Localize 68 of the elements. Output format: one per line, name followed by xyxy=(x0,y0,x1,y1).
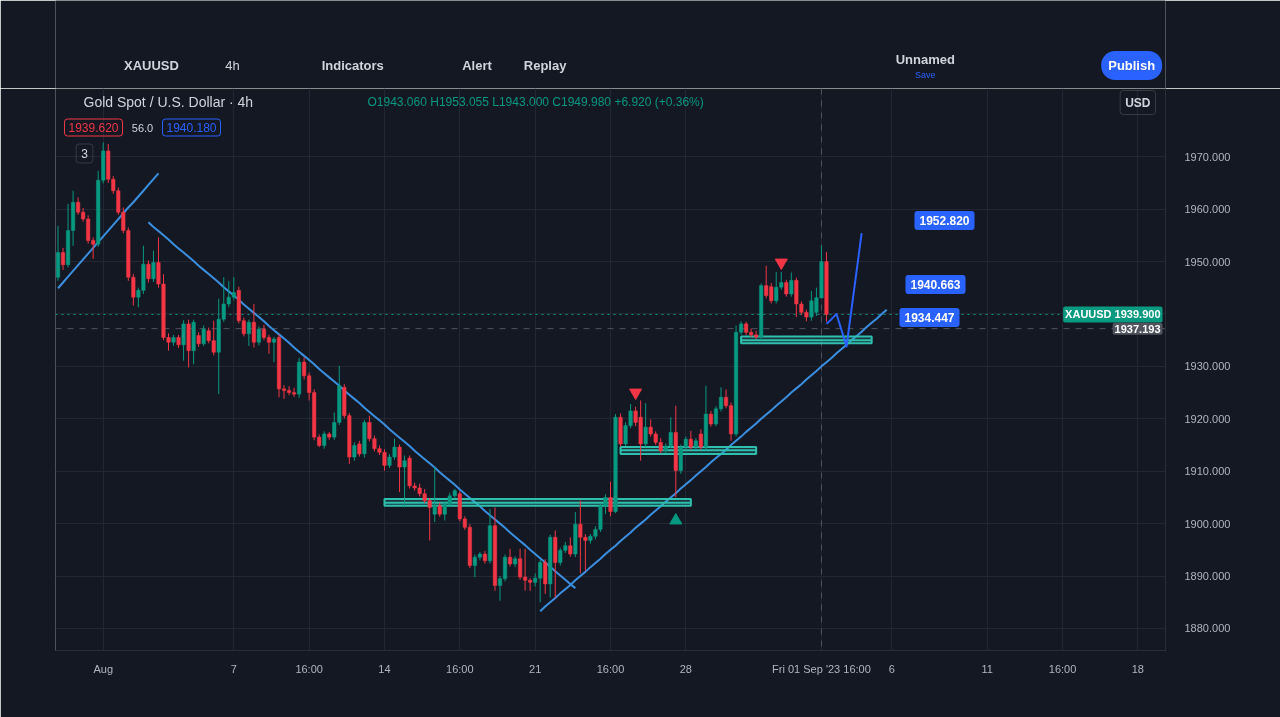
candlestick xyxy=(508,548,513,568)
annotation: 1952.820 xyxy=(919,214,970,228)
annotation: USD xyxy=(1125,95,1151,110)
candlestick xyxy=(151,249,156,283)
candlestick xyxy=(608,481,613,517)
x-tick-label: 7 xyxy=(230,662,237,675)
x-tick-label: 6 xyxy=(888,662,895,675)
annotation: 3 xyxy=(81,147,89,161)
x-tick-label: 11 xyxy=(981,662,993,675)
x-tick-label: 18 xyxy=(1131,662,1145,675)
text: O1943.060 H1953.055 L1943.000 C1949.980 +6.920 (+0.36%) xyxy=(367,94,704,109)
candlestick xyxy=(251,303,256,348)
x-tick-label: 16:00 xyxy=(1048,662,1077,675)
candlestick xyxy=(543,558,548,595)
candlestick xyxy=(402,454,407,508)
y-tick-label: 1900.000 xyxy=(1184,517,1231,530)
candlestick xyxy=(432,466,437,523)
annotation: 1940.663 xyxy=(910,278,961,292)
ref-line-label: 1937.193 xyxy=(1114,322,1161,335)
text: Alert xyxy=(462,58,493,73)
y-tick-label: 1930.000 xyxy=(1184,360,1231,373)
candlestick xyxy=(146,259,151,283)
candlestick xyxy=(397,443,402,493)
text: 4h xyxy=(225,58,240,73)
point xyxy=(629,388,643,400)
line-series xyxy=(147,221,577,590)
text: Replay xyxy=(523,58,568,73)
x-tick-label: Aug xyxy=(93,662,114,675)
candlestick xyxy=(246,319,251,347)
annotation: 1940.180 xyxy=(166,121,217,135)
candlestick xyxy=(688,430,693,451)
y-tick-label: 1960.000 xyxy=(1184,203,1231,216)
annotation: 1939.620 xyxy=(68,121,119,135)
candlestick xyxy=(568,536,573,558)
candlestick xyxy=(643,402,648,448)
text: Indicators xyxy=(321,58,384,73)
x-tick-label: 16:00 xyxy=(596,662,625,675)
y-tick-label: 1890.000 xyxy=(1184,570,1231,583)
annotation: 1934.447 xyxy=(904,311,955,325)
point xyxy=(669,513,683,525)
y-tick-label: 1970.000 xyxy=(1184,150,1231,163)
y-tick-label: 1950.000 xyxy=(1184,255,1231,268)
candlestick xyxy=(61,247,66,271)
y-tick-label: 1880.000 xyxy=(1184,622,1231,635)
candlestick xyxy=(352,441,357,462)
x-tick-label: 16:00 xyxy=(446,662,474,675)
x-tick-label: 21 xyxy=(529,662,542,675)
text: XAUUSD xyxy=(124,58,179,73)
x-tick-label: 16:00 xyxy=(295,662,323,675)
point xyxy=(774,258,788,270)
x-tick-label: 14 xyxy=(378,662,391,675)
candlestick xyxy=(271,336,276,363)
candlestick xyxy=(698,428,703,451)
candlestick xyxy=(201,324,206,347)
text: Unnamed xyxy=(895,52,955,67)
candlestick xyxy=(256,326,261,346)
y-tick-label: 1920.000 xyxy=(1184,412,1231,425)
line-series xyxy=(825,232,863,348)
x-tick-label: Fri 01 Sep '23 16:00 xyxy=(772,662,871,675)
chart-title: Gold Spot / U.S. Dollar · 4h xyxy=(83,93,254,110)
text: Publish xyxy=(1108,58,1156,73)
text: Save xyxy=(915,69,936,80)
x-tick-label: 28 xyxy=(679,662,692,675)
candlestick xyxy=(181,319,186,362)
candlestick xyxy=(789,272,794,298)
ref-line-label: XAUUSD 1939.900 xyxy=(1065,308,1161,321)
y-tick-label: 1910.000 xyxy=(1184,465,1231,478)
annotation: 56.0 xyxy=(131,121,154,134)
